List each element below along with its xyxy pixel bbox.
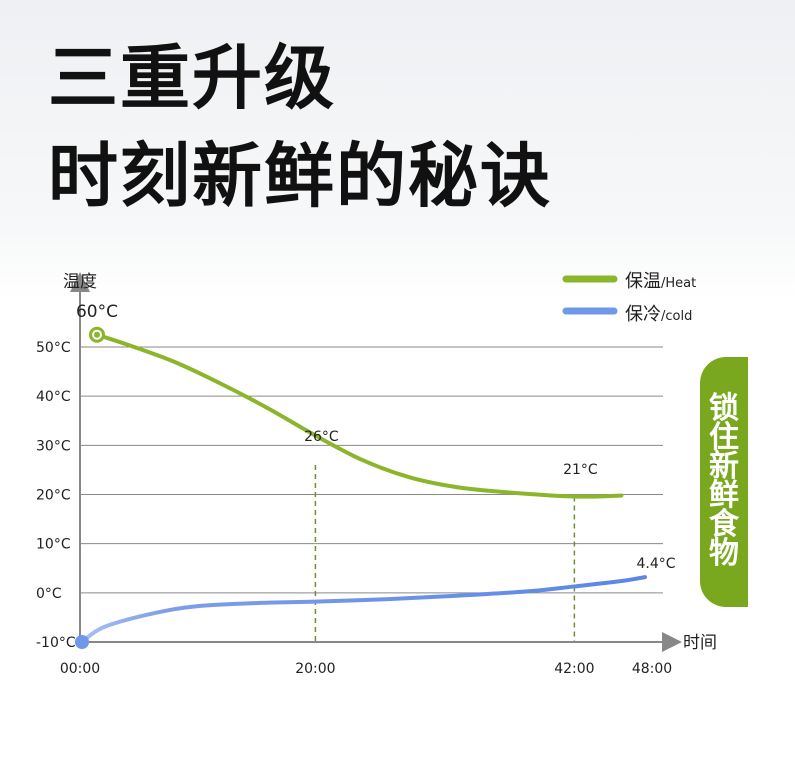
- y-tick-label: 20°C: [36, 488, 71, 504]
- y-tick-label: 10°C: [36, 537, 71, 553]
- y-tick-label: 30°C: [36, 438, 71, 454]
- data-label: 21°C: [563, 462, 598, 478]
- headline-line-2: 时刻新鲜的秘诀: [48, 135, 552, 217]
- svg-text:保冷/cold: 保冷/cold: [625, 304, 692, 325]
- data-label-start: 60°C: [76, 302, 118, 322]
- side-badge-char: 住: [709, 420, 739, 455]
- x-tick-label: 00:00: [60, 661, 100, 677]
- annotation-drop-lines: [314, 465, 576, 642]
- legend-label-heat: 保温: [625, 271, 661, 292]
- x-tick-label: 20:00: [295, 661, 335, 677]
- series-points: [75, 326, 105, 649]
- x-tick-label: 42:00: [554, 661, 594, 677]
- series-line-cold: [80, 575, 647, 644]
- side-badge-char: 新: [709, 449, 739, 484]
- x-tick-labels: 00:00 20:00 42:00 48:00: [60, 661, 672, 677]
- legend-suffix-cold: /cold: [661, 309, 692, 324]
- side-badge-char: 食: [709, 507, 739, 542]
- headline-line-1: 三重升级: [48, 37, 336, 119]
- y-tick-label: 0°C: [36, 586, 62, 602]
- side-badge-text: 锁住新鲜食物: [700, 391, 748, 571]
- y-tick-label: 50°C: [36, 340, 71, 356]
- side-badge-char: 锁: [709, 391, 739, 426]
- data-label: 26°C: [304, 429, 339, 445]
- y-tick-labels: -10°C 0°C 10°C 20°C 30°C 40°C 50°C: [36, 340, 76, 651]
- y-tick-label: 40°C: [36, 389, 71, 405]
- svg-text:保温/Heat: 保温/Heat: [625, 271, 696, 292]
- series-line-heat: [95, 332, 624, 499]
- data-labels: 60°C 26°C 21°C 4.4°C: [76, 302, 676, 572]
- series-point-cold-start: [75, 635, 89, 649]
- series-point-heat-start-core: [94, 331, 100, 338]
- legend-label-cold: 保冷: [625, 304, 661, 325]
- legend-suffix-heat: /Heat: [661, 276, 696, 291]
- data-label: 4.4°C: [636, 556, 675, 572]
- side-badge-char: 鲜: [709, 478, 739, 513]
- y-tick-label: -10°C: [36, 635, 76, 651]
- y-axis-label: 温度: [63, 272, 97, 292]
- x-axis-label: 时间: [683, 633, 717, 653]
- side-badge-char: 物: [709, 536, 739, 571]
- legend: 保温/Heat 保冷/cold: [562, 271, 696, 325]
- side-badge: 锁住新鲜食物: [700, 357, 748, 607]
- x-tick-label: 48:00: [632, 661, 672, 677]
